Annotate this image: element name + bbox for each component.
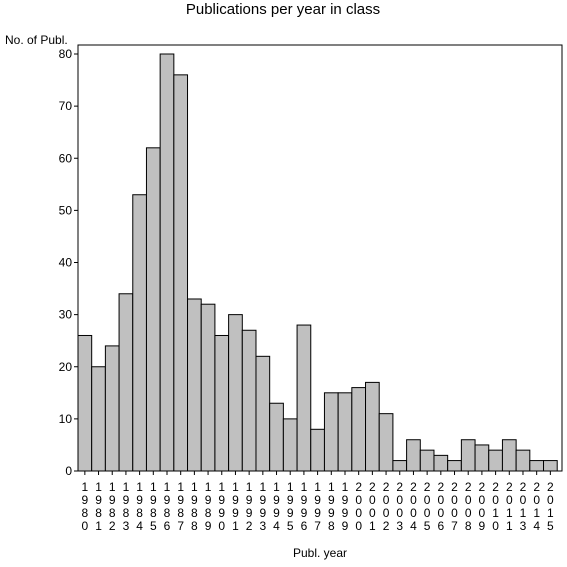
y-tick-label-10: 10 — [59, 412, 73, 426]
bar-2014 — [529, 460, 545, 472]
x-axis-label: Publ. year — [293, 546, 347, 560]
bar-2015 — [543, 460, 558, 472]
bar-1996 — [296, 324, 312, 472]
y-tick-label-70: 70 — [59, 99, 73, 113]
bar-1995 — [282, 418, 298, 472]
bar-2008 — [460, 439, 476, 472]
y-axis-label: No. of Publ. — [5, 33, 68, 47]
bar-1997 — [310, 428, 325, 472]
bar-1984 — [132, 194, 147, 472]
bar-1998 — [323, 392, 339, 472]
bar-1986 — [159, 53, 175, 472]
bar-2005 — [419, 449, 435, 472]
y-tick-label-20: 20 — [59, 360, 73, 374]
bar-2004 — [406, 439, 421, 472]
bar-2009 — [474, 444, 490, 472]
bar-1992 — [241, 329, 257, 472]
bar-1983 — [118, 293, 134, 472]
bar-1990 — [214, 334, 230, 472]
bar-2007 — [447, 460, 462, 472]
plot-frame — [77, 44, 563, 472]
bar-1993 — [255, 355, 271, 472]
bar-2001 — [365, 381, 380, 472]
bar-1994 — [269, 402, 284, 472]
bars-group — [77, 53, 558, 472]
y-tick-label-30: 30 — [59, 308, 73, 322]
bar-2002 — [378, 413, 394, 472]
bar-1985 — [145, 147, 161, 472]
bar-1981 — [91, 366, 106, 472]
bar-2000 — [351, 387, 367, 472]
bar-2010 — [488, 449, 503, 472]
y-ticks-group: 0 10 20 30 40 50 60 70 80 — [59, 47, 78, 478]
bar-1999 — [337, 392, 353, 472]
bar-2011 — [501, 439, 517, 472]
y-tick-label-0: 0 — [65, 464, 72, 478]
chart-title: Publications per year in class — [186, 1, 380, 18]
y-tick-label-60: 60 — [59, 151, 73, 165]
x-ticks-group: 1 9 8 0 1 9 8 1 1 9 8 2 1 9 8 3 1 9 8 4 1 9 8 5 1 9 8 6 1 9 8 7 1 9 8 8 1 9 8 9… — [82, 471, 554, 533]
bar-1987 — [173, 74, 189, 472]
bar-1988 — [187, 298, 202, 472]
y-tick-label-80: 80 — [59, 47, 73, 61]
y-tick-label-40: 40 — [59, 256, 73, 270]
bar-2013 — [515, 449, 531, 472]
bar-2006 — [433, 454, 449, 472]
bar-1982 — [104, 345, 120, 472]
y-tick-label-50: 50 — [59, 203, 73, 217]
bar-1980 — [77, 334, 93, 472]
bar-1991 — [228, 314, 243, 472]
bar-2003 — [392, 460, 408, 472]
bar-1989 — [200, 303, 216, 472]
